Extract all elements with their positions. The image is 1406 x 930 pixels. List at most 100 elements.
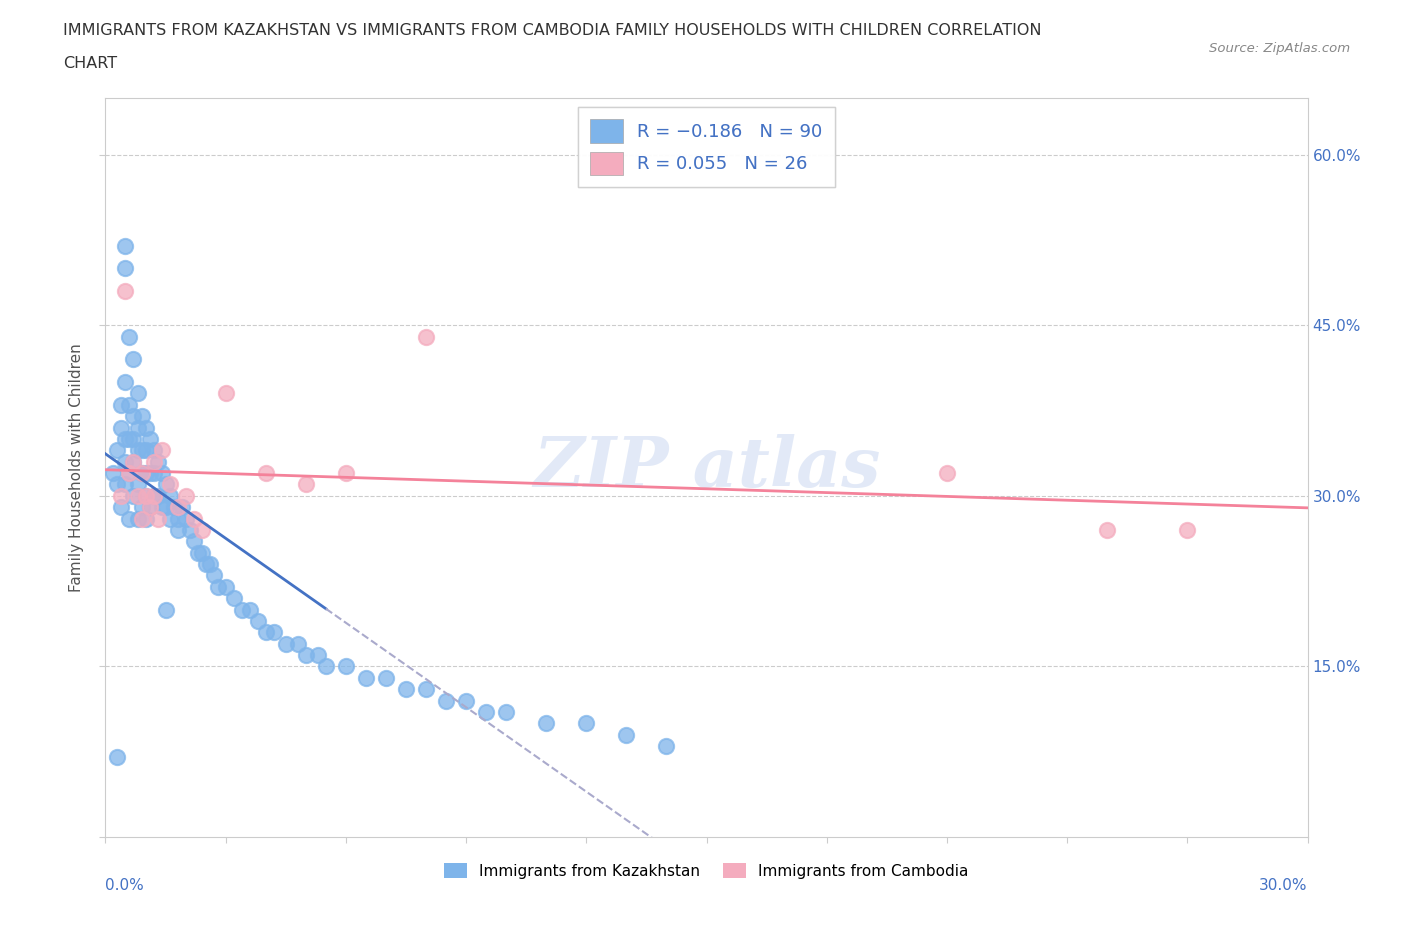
Point [138,432,160,446]
Point [190,545,212,560]
Text: CHART: CHART [63,56,117,71]
Point [135,420,157,435]
Point [159,512,181,526]
Point [114,375,136,390]
Point [103,466,125,481]
Point [122,454,145,469]
Point [122,432,145,446]
Point [118,466,141,481]
Text: ZIP atlas: ZIP atlas [533,433,880,501]
Point [155,499,177,514]
Point [118,397,141,412]
Point [274,636,297,651]
Point [146,488,169,503]
Point [395,682,418,697]
Point [122,488,145,503]
Point [122,352,145,366]
Point [166,499,188,514]
Point [127,443,149,458]
Point [179,523,201,538]
Point [190,523,212,538]
Point [222,591,245,605]
Point [263,625,285,640]
Point [138,466,160,481]
Point [138,499,160,514]
Point [114,238,136,253]
Point [142,488,165,503]
Point [155,477,177,492]
Point [122,408,145,423]
Point [536,716,558,731]
Point [295,477,318,492]
Point [214,386,236,401]
Point [146,512,169,526]
Point [122,454,145,469]
Point [159,477,181,492]
Point [118,329,141,344]
Point [254,466,277,481]
Point [135,466,157,481]
Point [114,477,136,492]
Point [118,466,141,481]
Point [114,454,136,469]
Point [170,499,193,514]
Point [575,716,598,731]
Point [183,512,205,526]
Point [936,466,959,481]
Point [202,568,225,583]
Point [138,499,160,514]
Point [114,284,136,299]
Point [295,647,318,662]
Point [254,625,277,640]
Point [107,443,129,458]
Point [456,693,478,708]
Point [142,454,165,469]
Point [127,488,149,503]
Point [616,727,638,742]
Point [150,443,173,458]
Point [183,534,205,549]
Point [142,443,165,458]
Point [142,466,165,481]
Point [307,647,329,662]
Point [131,466,153,481]
Point [110,420,132,435]
Point [150,499,173,514]
Point [131,499,153,514]
Point [118,432,141,446]
Point [166,523,188,538]
Point [131,466,153,481]
Point [239,602,262,617]
Point [1177,523,1199,538]
Point [110,488,132,503]
Point [110,397,132,412]
Legend: R = −0.186   N = 90, R = 0.055   N = 26: R = −0.186 N = 90, R = 0.055 N = 26 [578,107,835,187]
Point [246,614,269,629]
Point [315,659,337,674]
Point [127,477,149,492]
Point [135,443,157,458]
Point [434,693,457,708]
Point [335,466,357,481]
Point [135,512,157,526]
Point [118,512,141,526]
Point [475,704,498,719]
Point [146,454,169,469]
Point [214,579,236,594]
Point [166,512,188,526]
Point [495,704,517,719]
Point [159,488,181,503]
Point [335,659,357,674]
Point [114,432,136,446]
Text: Source: ZipAtlas.com: Source: ZipAtlas.com [1209,42,1350,55]
Point [131,443,153,458]
Point [135,488,157,503]
Point [207,579,229,594]
Point [135,488,157,503]
Point [162,499,184,514]
Point [354,671,377,685]
Point [110,499,132,514]
Point [127,386,149,401]
Point [131,408,153,423]
Point [287,636,309,651]
